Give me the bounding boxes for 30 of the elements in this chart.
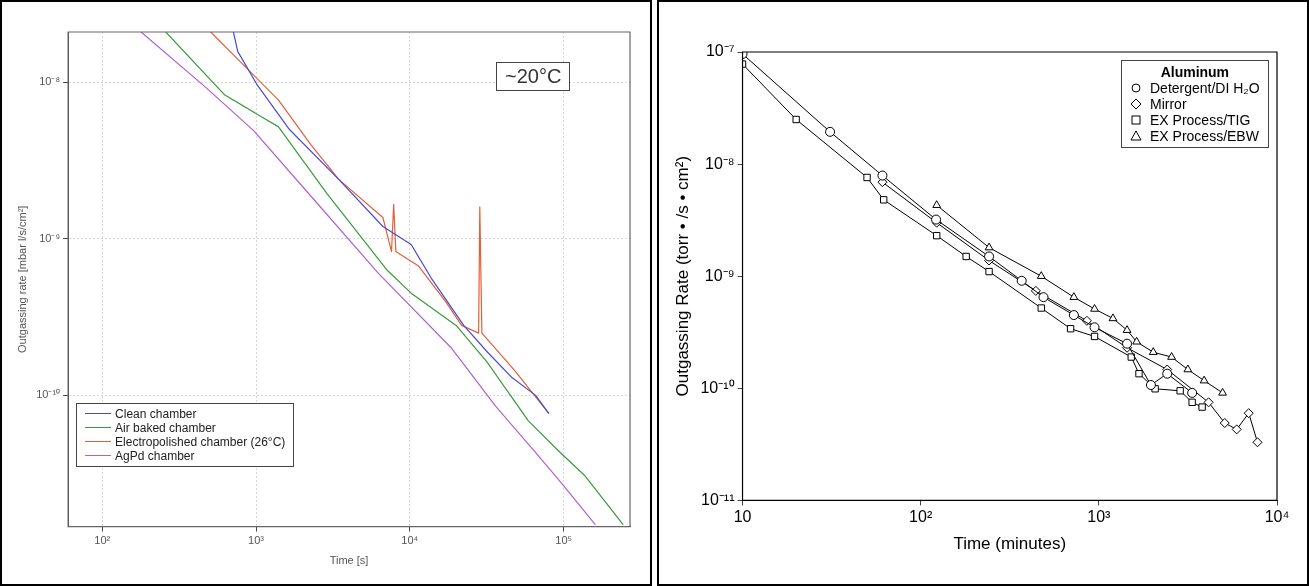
legend-label: Electropolished chamber (26°C) <box>115 434 286 449</box>
legend-label: AgPd chamber <box>115 448 195 463</box>
legend-label: Air baked chamber <box>115 420 216 435</box>
x-tick-label: 10³ <box>248 534 265 547</box>
x-tick-label: 10⁴ <box>1264 508 1290 526</box>
y-tick-label: 10⁻⁹ <box>704 266 735 284</box>
x-axis-title: Time [s] <box>329 554 369 567</box>
x-tick-label: 10⁵ <box>555 534 573 547</box>
legend-label: EX Process/TIG <box>1150 112 1251 128</box>
x-tick-label: 10² <box>909 508 933 526</box>
x-tick-label: 10³ <box>1087 508 1112 526</box>
legend-label: Clean chamber <box>115 406 197 421</box>
x-tick-label: 10 <box>733 508 752 526</box>
legend-label: Detergent/DI H₂O <box>1150 80 1260 96</box>
y-axis-title: Outgassing Rate (torr • /s • cm²) <box>672 155 692 397</box>
x-tick-label: 10² <box>94 534 111 547</box>
legend-label: Mirror <box>1150 96 1187 112</box>
annotation: ~20°C <box>496 62 571 91</box>
legend-label: EX Process/EBW <box>1150 128 1259 144</box>
legend-title: Aluminum <box>1159 64 1231 80</box>
y-tick-label: 10⁻⁹ <box>39 231 61 244</box>
y-tick-label: 10⁻¹⁰ <box>700 378 735 396</box>
x-axis-title: Time (minutes) <box>953 534 1067 554</box>
y-tick-label: 10⁻⁷ <box>705 42 735 60</box>
x-tick-label: 10⁴ <box>401 534 419 547</box>
y-tick-label: 10⁻¹¹ <box>701 490 735 508</box>
y-tick-label: 10⁻¹⁰ <box>36 388 61 401</box>
y-tick-label: 10⁻⁸ <box>39 75 61 88</box>
y-axis-title: Outgassing rate [mbar l/s/cm²] <box>15 205 28 353</box>
y-tick-label: 10⁻⁸ <box>704 154 735 172</box>
